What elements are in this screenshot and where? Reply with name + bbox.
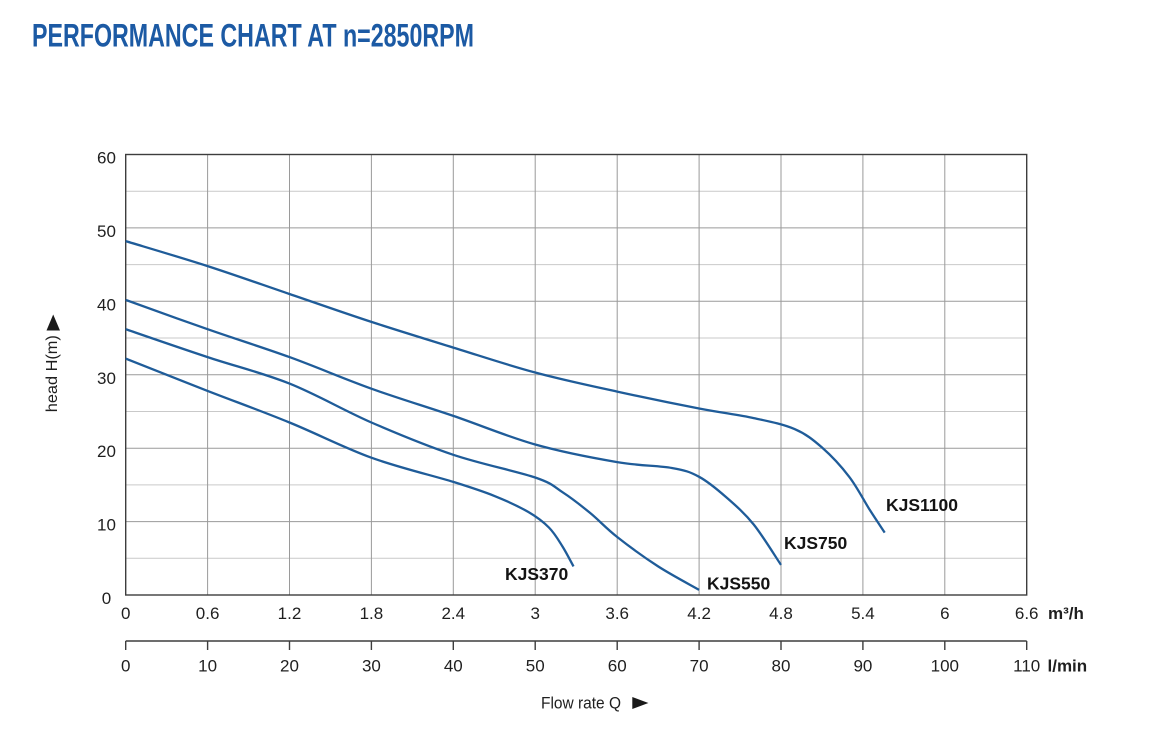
svg-text:30: 30: [97, 369, 116, 388]
svg-text:6.6: 6.6: [1015, 604, 1039, 623]
svg-text:Flow rate Q: Flow rate Q: [541, 694, 621, 713]
svg-text:60: 60: [608, 657, 627, 676]
svg-text:KJS750: KJS750: [784, 533, 848, 553]
svg-text:60: 60: [97, 149, 116, 168]
svg-text:4.2: 4.2: [687, 604, 711, 623]
svg-text:100: 100: [931, 657, 959, 676]
svg-text:40: 40: [444, 657, 463, 676]
svg-text:0.6: 0.6: [196, 604, 220, 623]
svg-text:l/min: l/min: [1048, 657, 1088, 676]
svg-text:1.8: 1.8: [360, 604, 384, 623]
svg-text:0: 0: [121, 657, 130, 676]
svg-text:KJS550: KJS550: [707, 574, 771, 594]
svg-text:10: 10: [97, 516, 116, 535]
svg-text:20: 20: [97, 442, 116, 461]
svg-text:50: 50: [97, 222, 116, 241]
svg-text:10: 10: [198, 657, 217, 676]
svg-text:4.8: 4.8: [769, 604, 793, 623]
svg-text:90: 90: [853, 657, 872, 676]
svg-text:KJS1100: KJS1100: [886, 495, 958, 515]
svg-text:PERFORMANCE CHART AT n=2850RPM: PERFORMANCE CHART AT n=2850RPM: [32, 18, 474, 54]
svg-text:80: 80: [772, 657, 791, 676]
svg-text:5.4: 5.4: [851, 604, 875, 623]
svg-text:m³/h: m³/h: [1048, 604, 1084, 623]
svg-text:0: 0: [102, 589, 111, 608]
svg-text:3.6: 3.6: [605, 604, 629, 623]
svg-text:110: 110: [1013, 657, 1040, 676]
svg-text:2.4: 2.4: [441, 604, 465, 623]
svg-text:head H(m): head H(m): [44, 335, 61, 412]
svg-text:1.2: 1.2: [278, 604, 302, 623]
svg-text:6: 6: [940, 604, 949, 623]
svg-text:40: 40: [97, 295, 116, 314]
svg-text:70: 70: [690, 657, 709, 676]
svg-text:KJS370: KJS370: [505, 564, 569, 584]
svg-text:20: 20: [280, 657, 299, 676]
svg-text:30: 30: [362, 657, 381, 676]
svg-text:3: 3: [530, 604, 539, 623]
svg-text:50: 50: [526, 657, 545, 676]
svg-text:0: 0: [121, 604, 130, 623]
